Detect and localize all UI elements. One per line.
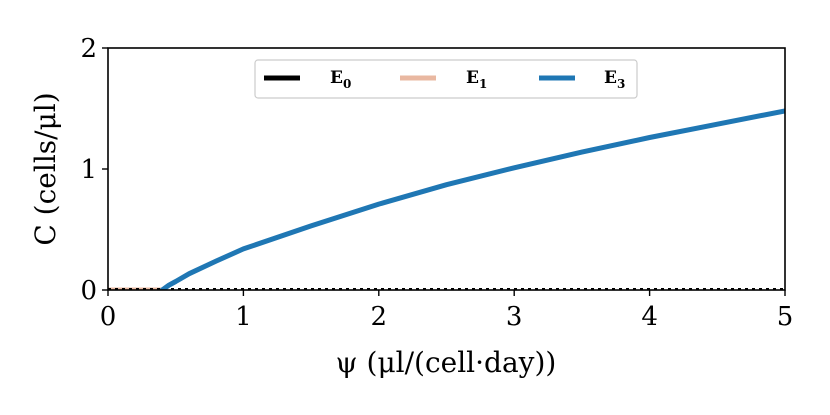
axis-layer: 0 1 2 3 4 5 0 1 2 — [80, 34, 793, 332]
x-tick-label: 3 — [506, 302, 523, 332]
x-tick-label: 1 — [235, 302, 252, 332]
series-layer — [108, 108, 785, 290]
legend-label-e3: E3 — [604, 68, 625, 91]
x-tick-label: 5 — [777, 302, 794, 332]
legend-label-e1: E1 — [466, 68, 487, 91]
y-tick-label: 2 — [80, 34, 97, 64]
y-axis-label: C (cells/μl) — [29, 92, 62, 245]
series-line-e3 — [159, 108, 785, 290]
legend-box — [254, 59, 638, 99]
x-tick-label: 2 — [371, 302, 388, 332]
x-axis-label: ψ (μl/(cell·day)) — [336, 346, 557, 379]
y-tick-label: 1 — [80, 155, 97, 185]
x-tick-label: 4 — [641, 302, 658, 332]
legend: E0 E1 E3 — [254, 59, 638, 99]
legend-label-e0: E0 — [330, 68, 351, 91]
y-tick-label: 0 — [80, 276, 97, 306]
x-tick-label: 0 — [100, 302, 117, 332]
